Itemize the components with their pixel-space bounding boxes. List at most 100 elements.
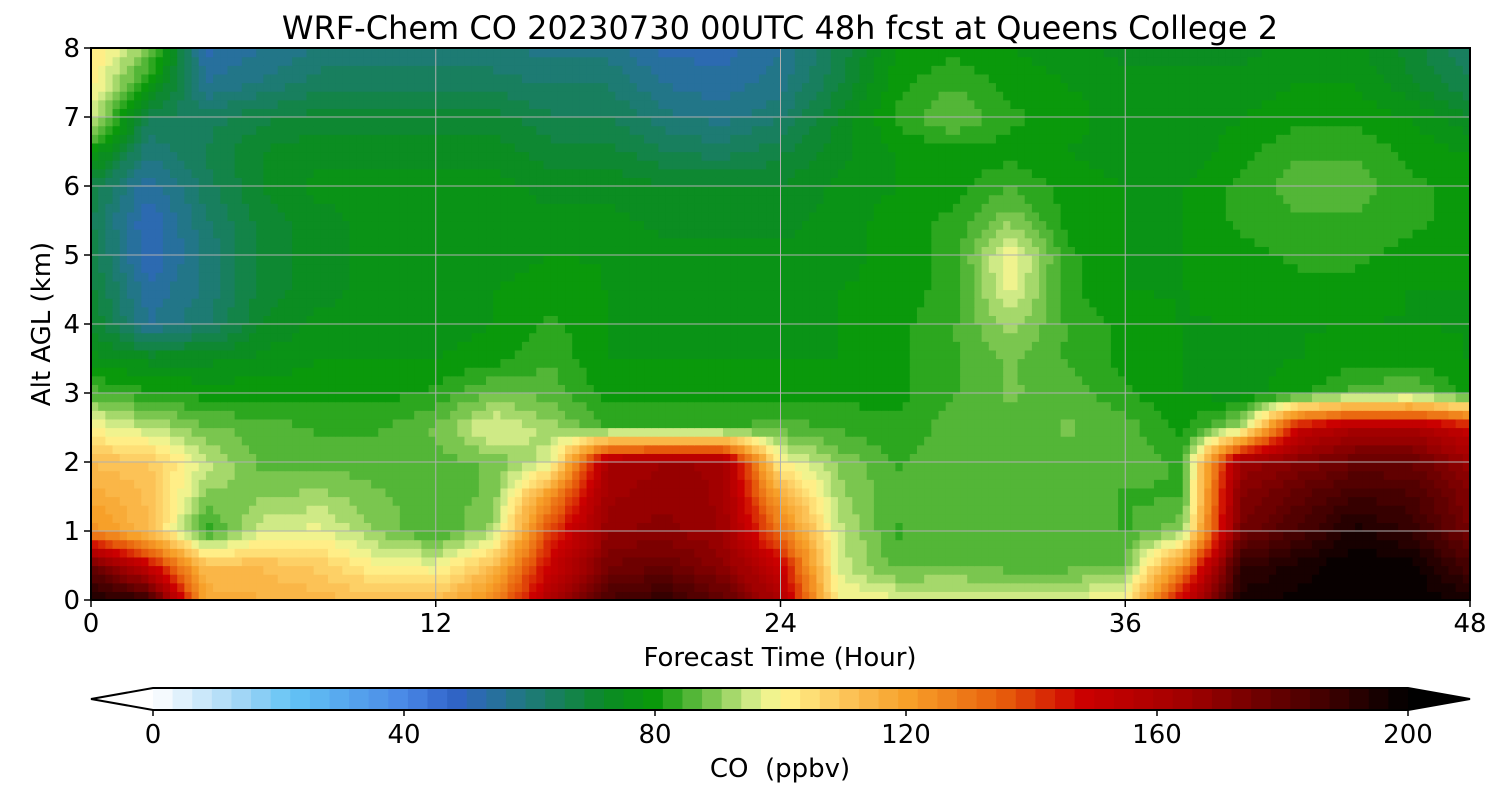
field-cell bbox=[1232, 582, 1241, 592]
field-cell bbox=[1168, 444, 1177, 454]
field-cell bbox=[471, 582, 480, 592]
field-cell bbox=[170, 505, 178, 515]
field-cell bbox=[1340, 487, 1349, 498]
field-cell bbox=[213, 462, 221, 472]
field-cell bbox=[629, 384, 638, 394]
field-cell bbox=[478, 427, 487, 437]
field-cell bbox=[974, 375, 983, 385]
field-cell bbox=[198, 513, 207, 523]
field-cell bbox=[320, 574, 329, 584]
field-cell bbox=[1046, 453, 1055, 463]
field-cell bbox=[342, 591, 351, 600]
field-cell bbox=[234, 591, 243, 600]
field-cell bbox=[1046, 375, 1055, 385]
field-cell bbox=[1175, 401, 1184, 411]
field-cell bbox=[852, 410, 861, 420]
field-cell bbox=[1189, 513, 1198, 523]
field-cell bbox=[363, 393, 372, 403]
field-cell bbox=[758, 436, 767, 446]
field-cell bbox=[572, 548, 580, 558]
field-cell bbox=[794, 444, 803, 454]
field-cell bbox=[1103, 401, 1112, 411]
field-cell bbox=[205, 401, 214, 411]
field-cell bbox=[845, 462, 853, 472]
field-cell bbox=[931, 453, 940, 463]
field-cell bbox=[1168, 436, 1177, 446]
field-cell bbox=[277, 427, 286, 437]
field-cell bbox=[1161, 582, 1169, 592]
field-cell bbox=[442, 479, 451, 489]
field-cell bbox=[615, 556, 624, 567]
field-cell bbox=[1024, 522, 1033, 532]
field-cell bbox=[615, 410, 624, 420]
field-cell bbox=[1161, 453, 1169, 463]
field-cell bbox=[766, 470, 774, 480]
field-cell bbox=[435, 522, 444, 532]
field-cell bbox=[644, 410, 652, 420]
field-cell bbox=[751, 470, 760, 480]
field-cell bbox=[694, 582, 703, 592]
field-cell bbox=[112, 496, 121, 506]
field-cell bbox=[909, 375, 918, 385]
field-cell bbox=[945, 539, 954, 549]
field-cell bbox=[292, 556, 300, 567]
field-cell bbox=[730, 384, 738, 394]
field-cell bbox=[407, 444, 415, 454]
field-cell bbox=[1046, 496, 1055, 506]
field-cell bbox=[1017, 505, 1026, 515]
field-cell bbox=[1010, 375, 1019, 385]
field-cell bbox=[399, 487, 408, 498]
field-cell bbox=[823, 436, 832, 446]
field-cell bbox=[974, 556, 983, 567]
field-cell bbox=[859, 556, 868, 567]
field-cell bbox=[1362, 496, 1371, 506]
field-cell bbox=[299, 574, 308, 584]
field-cell bbox=[902, 375, 911, 385]
field-cell bbox=[1146, 505, 1155, 515]
field-cell bbox=[895, 505, 904, 515]
field-cell bbox=[105, 591, 114, 600]
field-cell bbox=[837, 453, 846, 463]
field-cell bbox=[155, 462, 164, 472]
field-cell bbox=[126, 556, 135, 567]
field-cell bbox=[1110, 470, 1119, 480]
field-cell bbox=[507, 401, 516, 411]
field-cell bbox=[184, 393, 193, 403]
field-cell bbox=[1268, 505, 1277, 515]
field-cell bbox=[1110, 565, 1119, 575]
field-cell bbox=[213, 470, 221, 480]
field-cell bbox=[1153, 513, 1162, 523]
field-cell bbox=[952, 384, 961, 394]
field-cell bbox=[766, 401, 774, 411]
field-cell bbox=[1211, 531, 1220, 541]
field-cell bbox=[1003, 479, 1011, 489]
field-cell bbox=[802, 453, 810, 463]
field-cell bbox=[1426, 591, 1435, 600]
field-cell bbox=[701, 522, 710, 532]
field-cell bbox=[1376, 522, 1385, 532]
field-cell bbox=[615, 384, 624, 394]
field-cell bbox=[486, 462, 494, 472]
field-cell bbox=[1441, 496, 1450, 506]
field-cell bbox=[622, 505, 631, 515]
field-cell bbox=[565, 401, 573, 411]
field-cell bbox=[292, 591, 300, 600]
field-cell bbox=[1125, 548, 1134, 558]
field-cell bbox=[299, 556, 308, 567]
field-cell bbox=[988, 531, 997, 541]
field-cell bbox=[1168, 418, 1177, 429]
field-cell bbox=[1182, 531, 1191, 541]
field-cell bbox=[708, 444, 717, 454]
field-cell bbox=[363, 531, 372, 541]
field-cell bbox=[1161, 479, 1169, 489]
field-cell bbox=[1383, 531, 1392, 541]
field-cell bbox=[830, 582, 839, 592]
field-cell bbox=[766, 565, 774, 575]
field-cell bbox=[234, 565, 243, 575]
field-cell bbox=[1225, 548, 1234, 558]
field-cell bbox=[766, 513, 774, 523]
field-cell bbox=[1455, 556, 1464, 567]
field-cell bbox=[1161, 487, 1169, 498]
field-cell bbox=[852, 513, 861, 523]
field-cell bbox=[1010, 436, 1019, 446]
